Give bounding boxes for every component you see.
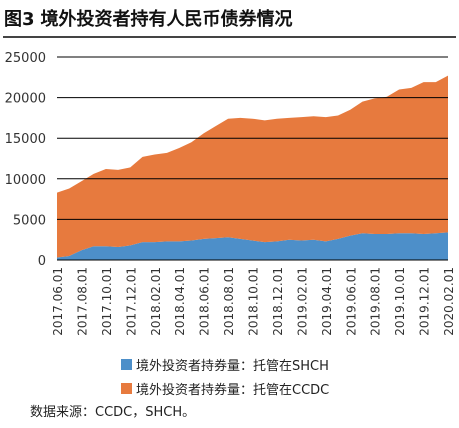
y-tick-label: 25000 bbox=[5, 51, 46, 66]
area-series-0 bbox=[57, 232, 448, 260]
legend-item-shch: 境外投资者持券量：托管在SHCH bbox=[121, 352, 441, 376]
x-tick-label: 2017.10.01 bbox=[100, 267, 114, 336]
gridlines bbox=[57, 56, 448, 261]
legend-label-ccdc: 境外投资者持券量：托管在CCDC bbox=[136, 382, 330, 398]
legend-item-ccdc: 境外投资者持券量：托管在CCDC bbox=[121, 376, 441, 400]
figure-title: 境外投资者持有人民币债券情况 bbox=[40, 9, 293, 30]
x-tick-label: 2020.02.01 bbox=[442, 267, 456, 336]
area-series-1 bbox=[57, 75, 448, 258]
chart-legend: 境外投资者持券量：托管在SHCH 境外投资者持券量：托管在CCDC bbox=[121, 352, 441, 400]
legend-label-shch: 境外投资者持券量：托管在SHCH bbox=[136, 358, 329, 374]
y-tick-label: 20000 bbox=[5, 92, 46, 107]
legend-swatch-shch bbox=[121, 358, 132, 370]
x-tick-label: 2019.10.01 bbox=[393, 267, 407, 336]
x-tick-label: 2018.08.01 bbox=[222, 267, 236, 336]
x-tick-label: 2018.10.01 bbox=[247, 267, 261, 336]
x-tick-label: 2018.04.01 bbox=[173, 267, 187, 336]
y-axis: 0 5000 10000 15000 20000 25000 bbox=[5, 51, 46, 269]
x-axis: 2017.06.01 2017.08.01 2017.10.01 2017.12.01… bbox=[51, 267, 456, 336]
x-tick-label: 2017.08.01 bbox=[75, 267, 89, 336]
x-tick-label: 2019.06.01 bbox=[344, 267, 358, 336]
figure-number: 图3 bbox=[4, 9, 35, 30]
x-tick-label: 2019.12.01 bbox=[418, 267, 432, 336]
x-tick-label: 2018.12.01 bbox=[271, 267, 285, 336]
legend-swatch-ccdc bbox=[121, 382, 132, 394]
x-tick-label: 2017.12.01 bbox=[124, 267, 138, 336]
title-underline bbox=[3, 36, 456, 38]
figure-title-row: 图3 境外投资者持有人民币债券情况 bbox=[4, 2, 455, 34]
y-tick-label: 15000 bbox=[5, 132, 46, 147]
x-tick-label: 2019.02.01 bbox=[295, 267, 309, 336]
x-tick-label: 2019.08.01 bbox=[369, 267, 383, 336]
source-note: 数据来源：CCDC，SHCH。 bbox=[30, 405, 196, 420]
plot-areas bbox=[57, 75, 448, 260]
x-tick-label: 2019.04.01 bbox=[320, 267, 334, 336]
x-tick-label: 2018.06.01 bbox=[198, 267, 212, 336]
y-tick-label: 0 bbox=[38, 254, 46, 269]
y-tick-label: 5000 bbox=[13, 213, 46, 228]
x-tick-label: 2017.06.01 bbox=[51, 267, 65, 336]
x-tick-label: 2018.02.01 bbox=[149, 267, 163, 336]
y-tick-label: 10000 bbox=[5, 173, 46, 188]
